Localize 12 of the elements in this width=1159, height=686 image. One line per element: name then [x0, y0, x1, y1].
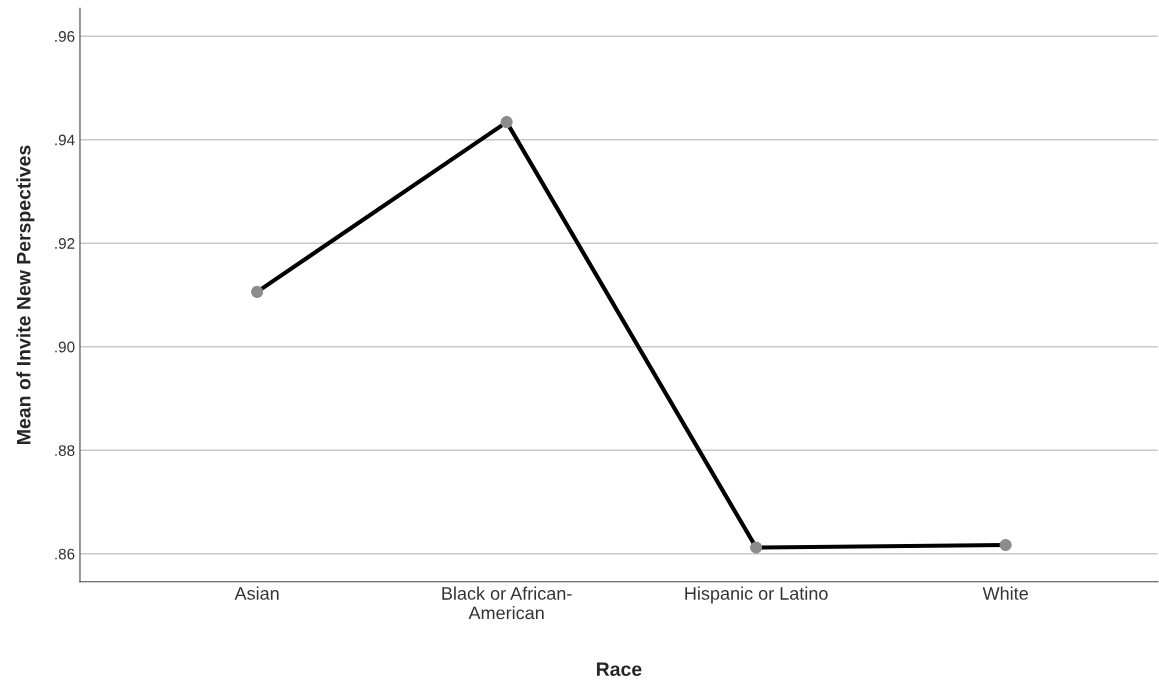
y-tick-label: .96 [55, 31, 75, 42]
x-tick-label: Hispanic or Latino [685, 586, 828, 604]
y-tick-label: .86 [55, 548, 75, 560]
y-tick-label: .94 [55, 134, 75, 146]
x-tick-label: Black or African- American [442, 586, 572, 620]
y-tick-label: .92 [55, 238, 75, 249]
x-tick-label: White [982, 586, 1028, 600]
y-axis-title: Mean of Invite New Perspectives [16, 145, 35, 444]
y-tick-label: .90 [55, 341, 75, 353]
x-axis-title: Race [596, 662, 642, 677]
y-tick-label: .88 [55, 445, 75, 456]
x-tick-label: Asian [234, 586, 279, 600]
